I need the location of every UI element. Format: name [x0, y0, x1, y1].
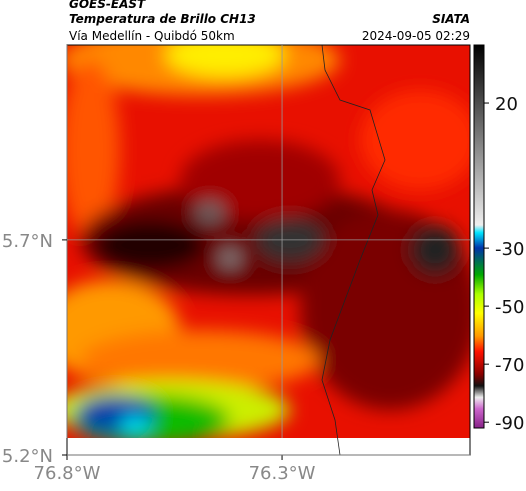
y-tick-label: 5.2°N	[2, 446, 53, 467]
colorbar-tick-label: 20	[495, 94, 518, 115]
colorbar-tick-label: -30	[495, 239, 524, 260]
timestamp: 2024-09-05 02:29	[362, 29, 470, 43]
region: Vía Medellín - Quibdó 50km	[69, 29, 235, 43]
colorbar	[473, 44, 485, 429]
product: Temperatura de Brillo CH13	[69, 12, 256, 26]
y-tick-label: 5.7°N	[2, 231, 53, 252]
source: SIATA	[432, 12, 470, 26]
colorbar-tick-label: -70	[495, 355, 524, 376]
x-tick-label: 76.8°W	[34, 463, 101, 484]
x-tick-label: 76.3°W	[249, 463, 316, 484]
satellite: GOES-EAST	[69, 0, 146, 11]
border-line	[321, 44, 386, 456]
colorbar-tick-label: -50	[495, 297, 524, 318]
brightness-image	[67, 45, 470, 438]
colorbar-tick-label: -90	[495, 413, 524, 434]
